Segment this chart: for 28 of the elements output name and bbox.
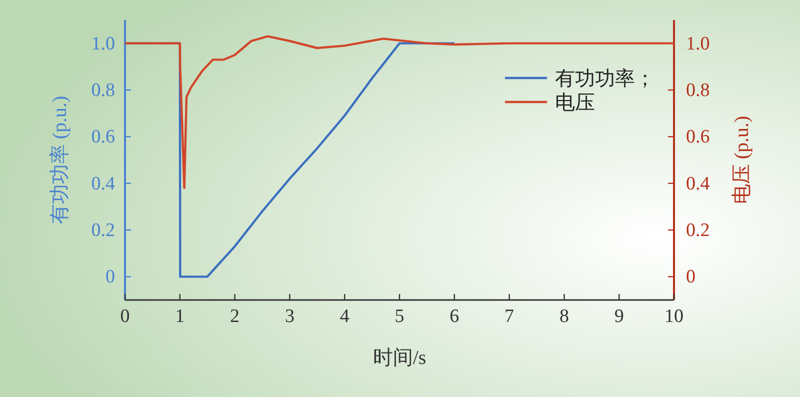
x-tick-label: 7: [504, 306, 514, 327]
x-tick-label: 8: [559, 306, 569, 327]
y-tick-label: 1.0: [91, 33, 115, 54]
y-tick-label: 0.2: [91, 220, 115, 241]
y2-tick-label: 0.6: [686, 126, 710, 148]
y2-axis-title: 电压 (p.u.): [731, 116, 753, 204]
y2-tick-label: 0.2: [686, 220, 710, 241]
x-tick-label: 5: [394, 306, 404, 327]
y2-tick-label: 0.8: [686, 80, 710, 101]
y2-tick-label: 0.4: [686, 173, 710, 194]
x-tick-label: 4: [340, 306, 350, 327]
x-tick-label: 2: [230, 306, 240, 327]
y-tick-label: 0.8: [91, 80, 115, 101]
x-tick-label: 0: [120, 306, 130, 327]
legend-label: 电压: [555, 92, 595, 114]
x-tick-label: 10: [664, 306, 684, 327]
x-tick-label: 1: [175, 306, 185, 327]
x-tick-label: 9: [614, 306, 624, 327]
y-axis-title: 有功功率 (p.u.): [49, 96, 71, 224]
x-tick-label: 3: [284, 306, 294, 327]
legend-label: 有功功率；: [555, 68, 655, 90]
y-tick-label: 0.6: [91, 126, 115, 148]
y-tick-label: 0.4: [91, 173, 116, 194]
y2-tick-label: 0: [686, 266, 696, 288]
x-axis-title: 时间/s: [372, 347, 426, 369]
y-tick-label: 0: [106, 266, 115, 288]
x-tick-label: 6: [450, 306, 460, 327]
y2-tick-label: 1.0: [686, 33, 710, 54]
